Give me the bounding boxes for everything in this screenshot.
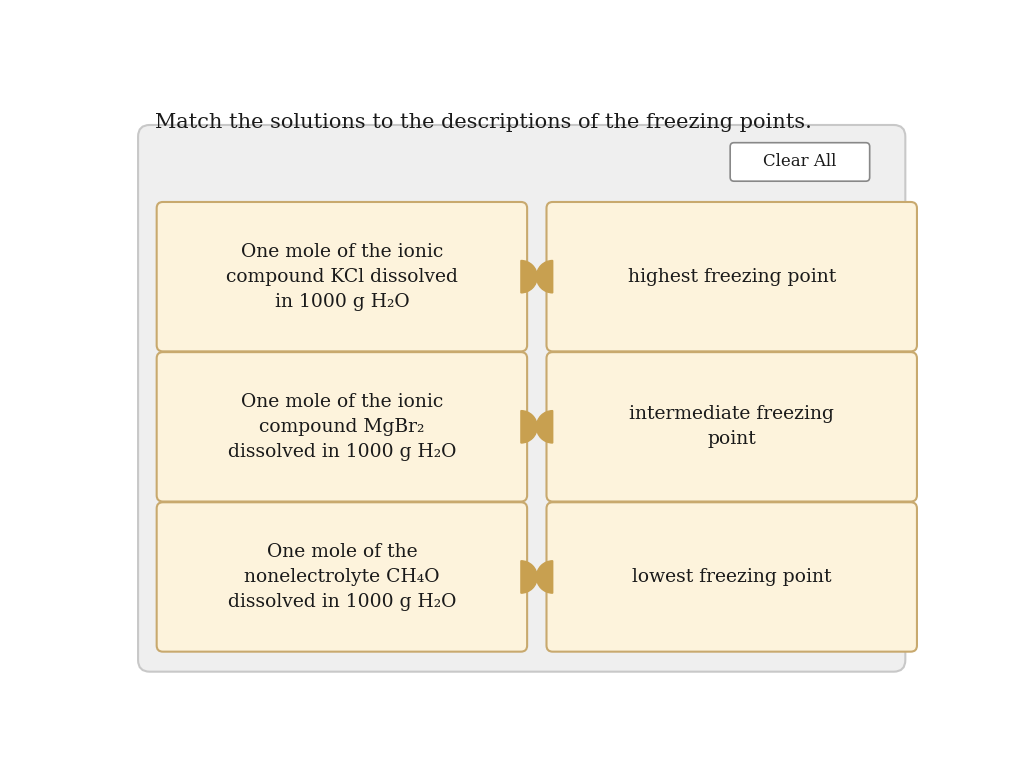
Text: intermediate freezing
point: intermediate freezing point	[630, 405, 835, 449]
FancyBboxPatch shape	[157, 202, 527, 351]
Text: One mole of the
nonelectrolyte CH₄O
dissolved in 1000 g H₂O: One mole of the nonelectrolyte CH₄O diss…	[227, 543, 456, 611]
Wedge shape	[521, 560, 538, 593]
Text: highest freezing point: highest freezing point	[628, 268, 836, 286]
FancyBboxPatch shape	[730, 143, 869, 181]
FancyBboxPatch shape	[547, 352, 916, 502]
Text: One mole of the ionic
compound MgBr₂
dissolved in 1000 g H₂O: One mole of the ionic compound MgBr₂ dis…	[227, 393, 456, 461]
Wedge shape	[537, 560, 553, 593]
FancyBboxPatch shape	[547, 503, 916, 652]
FancyBboxPatch shape	[157, 352, 527, 502]
Wedge shape	[537, 260, 553, 293]
Wedge shape	[537, 411, 553, 443]
FancyBboxPatch shape	[157, 503, 527, 652]
Text: Clear All: Clear All	[763, 154, 837, 171]
Text: One mole of the ionic
compound KCl dissolved
in 1000 g H₂O: One mole of the ionic compound KCl disso…	[226, 242, 458, 310]
Wedge shape	[521, 411, 538, 443]
Wedge shape	[521, 260, 538, 293]
FancyBboxPatch shape	[547, 202, 916, 351]
FancyBboxPatch shape	[138, 125, 905, 672]
Text: Match the solutions to the descriptions of the freezing points.: Match the solutions to the descriptions …	[155, 113, 812, 133]
Text: lowest freezing point: lowest freezing point	[632, 568, 831, 586]
